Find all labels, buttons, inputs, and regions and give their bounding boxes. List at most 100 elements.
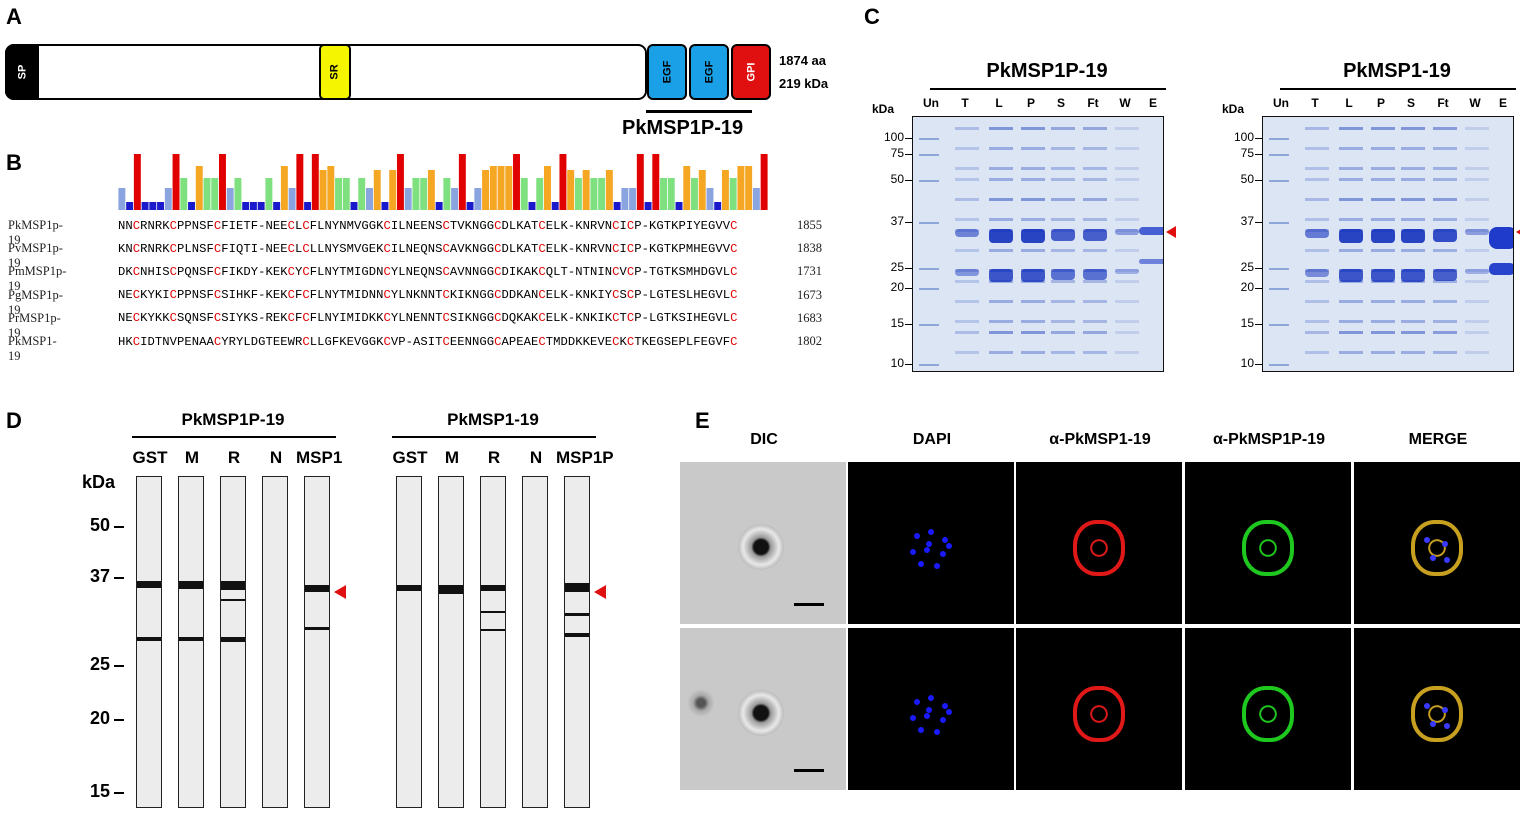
marker-label: 50: [1240, 172, 1254, 186]
protein-band: [1339, 249, 1363, 252]
protein-band: [1083, 351, 1107, 354]
conservation-bar: [249, 202, 257, 210]
lane-label: M: [184, 448, 200, 467]
sequence-row: KNCRNRKCPLNSFCFIQTI-NEECLCLLNYSMVGEKCILN…: [118, 241, 738, 256]
sequence-row: NECKYKICPPNSFCSIHKF-KEKCFCFLNYTMIDNNCYLN…: [118, 288, 738, 303]
protein-band: [1305, 198, 1329, 201]
sequence-end-number: 1838: [797, 241, 822, 256]
protein-band: [955, 147, 979, 150]
merge-nucleus-dot: [1444, 723, 1450, 729]
protein-band: [955, 218, 979, 221]
protein-band: [1115, 331, 1139, 334]
kda-label: kDa: [1222, 102, 1245, 116]
protein-band: [1371, 218, 1395, 221]
protein-band: [1433, 280, 1457, 283]
conservation-bar: [319, 170, 327, 210]
target-band: [955, 229, 979, 238]
merge-nucleus-dot: [1442, 707, 1448, 713]
conservation-bar: [327, 166, 335, 210]
protein-band: [1305, 218, 1329, 221]
blot-band: [137, 581, 161, 588]
protein-band: [1371, 320, 1395, 323]
protein-band: [1401, 320, 1425, 323]
protein-band: [1115, 218, 1139, 221]
protein-band: [1465, 300, 1489, 303]
protein-band: [1465, 280, 1489, 283]
conservation-bar: [451, 188, 459, 210]
merge-nucleus-dot: [1442, 541, 1448, 547]
protein-band: [1115, 229, 1139, 232]
protein-band: [1051, 249, 1075, 252]
protein-band: [1465, 249, 1489, 252]
protein-band: [1051, 127, 1075, 130]
conservation-bar: [721, 170, 729, 210]
protein-band: [989, 300, 1013, 303]
marker-label: 100: [1233, 130, 1254, 144]
conservation-bar: [396, 154, 404, 210]
conservation-bar: [737, 166, 745, 210]
marker-label: 20: [89, 708, 110, 728]
protein-band: [989, 351, 1013, 354]
conservation-bar: [729, 178, 737, 210]
sequence-name: PkMSP1p-19: [8, 218, 63, 247]
conservation-bar: [551, 202, 559, 210]
blot-band: [179, 581, 203, 589]
parasite-cell-2: [688, 688, 714, 718]
conservation-bar: [698, 170, 706, 210]
eluted-lower-band: [1489, 263, 1513, 275]
protein-band: [955, 198, 979, 201]
protein-band: [1371, 167, 1395, 170]
parasite-cell: [738, 524, 784, 570]
lane-label: L: [1345, 96, 1353, 110]
nucleus-dot: [926, 707, 932, 713]
blot-title-underline: [132, 436, 336, 438]
marker-tick: [905, 138, 912, 139]
egf-label-2: EGF: [703, 60, 715, 84]
nucleus-dot: [934, 563, 940, 569]
nucleus-dot: [928, 695, 934, 701]
target-band: [1115, 229, 1139, 235]
protein-band: [1083, 280, 1107, 283]
conservation-bar: [350, 202, 358, 210]
ladder-band: [1269, 268, 1289, 270]
conservation-bar: [528, 202, 536, 210]
protein-band: [1051, 178, 1075, 181]
protein-band: [1051, 320, 1075, 323]
lane-label: R: [227, 448, 241, 467]
blot-strip: [136, 476, 162, 808]
protein-band: [989, 331, 1013, 334]
protein-band: [1305, 147, 1329, 150]
protein-band: [955, 280, 979, 283]
protein-band: [1021, 300, 1045, 303]
immunofluorescence-panel: DIC DAPI α-PkMSP1-19 α-PkMSP1P-19 MERGE: [680, 425, 1520, 815]
marker-label: 50: [890, 172, 904, 186]
conservation-bar: [489, 166, 497, 210]
protein-band: [1433, 167, 1457, 170]
blot-strip: [262, 476, 288, 808]
lower-band: [1051, 269, 1075, 280]
conservation-bar: [652, 154, 660, 210]
protein-band: [989, 249, 1013, 252]
lower-band: [1021, 269, 1045, 282]
protein-band: [1115, 249, 1139, 252]
ladder-band: [1269, 364, 1289, 366]
stained-schizont: [1073, 686, 1125, 742]
panel-label-d: D: [6, 408, 22, 433]
conservation-bar: [219, 154, 226, 210]
protein-band: [1115, 198, 1139, 201]
conservation-bar: [257, 202, 265, 210]
protein-band: [1433, 127, 1457, 130]
blot-strip: [564, 476, 590, 808]
protein-band: [1083, 320, 1107, 323]
gel-title: PkMSP1-19: [1343, 60, 1451, 82]
marker-tick: [1255, 138, 1262, 139]
blot-band: [565, 583, 589, 592]
marker-tick: [905, 288, 912, 289]
protein-band: [1401, 147, 1425, 150]
sequence-name: PkMSP1-19: [8, 334, 57, 363]
target-band: [1433, 229, 1457, 243]
marker-tick: [905, 180, 912, 181]
gpi-label: GPI: [744, 62, 757, 82]
if-column-header: MERGE: [1408, 431, 1468, 448]
conservation-bar: [149, 202, 157, 210]
